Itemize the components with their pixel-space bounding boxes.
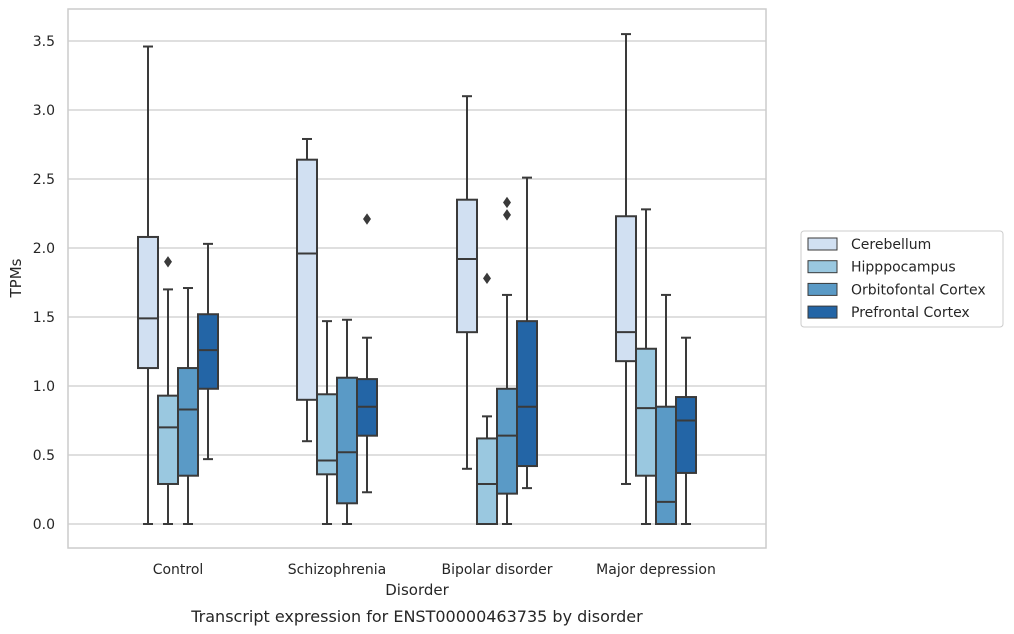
figure-caption: Transcript expression for ENST0000046373… (190, 607, 643, 626)
box-iqr (137, 235, 159, 370)
series-cerebellum (137, 33, 637, 525)
y-tick-label: 1.5 (33, 310, 55, 326)
legend-swatch (807, 305, 838, 319)
legend-swatch (807, 282, 838, 296)
box (516, 176, 538, 490)
legend-label: Prefrontal Cortex (851, 305, 970, 321)
x-tick-labels: Control Schizophrenia Bipolar disorder Majo… (153, 562, 716, 578)
legend-label: Hipppocampus (851, 260, 956, 276)
box (655, 293, 677, 526)
y-tick-label: 3.0 (33, 103, 55, 119)
box-iqr (456, 198, 478, 334)
box (177, 287, 199, 525)
legend-swatch (807, 260, 838, 274)
box (137, 45, 159, 525)
y-axis-label: TPMs (7, 258, 25, 298)
y-tick-label: 3.5 (33, 34, 55, 50)
x-tick-label: Control (153, 562, 204, 578)
box (336, 318, 358, 525)
box-iqr (476, 437, 498, 525)
y-tick-label: 2.5 (33, 172, 55, 188)
x-axis-label: Disorder (385, 581, 449, 599)
box (296, 137, 318, 443)
legend: Cerebellum Hipppocampus Orbitofontal Corte… (800, 230, 1004, 328)
outlier-point (483, 272, 491, 285)
y-tick-label: 1.0 (33, 379, 55, 395)
outlier-point (503, 209, 511, 221)
box-iqr (336, 376, 358, 505)
series-orbitofontal-cortex (177, 196, 677, 526)
box (197, 242, 219, 461)
box (615, 33, 637, 485)
box-iqr (655, 405, 677, 526)
outlier-point (363, 213, 371, 225)
series-hipppocampus (157, 208, 657, 525)
x-tick-label: Schizophrenia (288, 562, 386, 578)
box-iqr (157, 394, 179, 485)
legend-label: Cerebellum (851, 237, 931, 253)
box-iqr (635, 347, 657, 477)
outlier-point (503, 196, 511, 209)
box-iqr (496, 387, 518, 495)
y-tick-label: 0.0 (33, 517, 55, 533)
box-iqr (296, 158, 318, 401)
box (675, 336, 697, 525)
box-iqr (615, 215, 637, 363)
legend-label: Orbitofontal Cortex (851, 282, 986, 298)
legend-frame (800, 230, 1004, 328)
plot-frame (67, 8, 767, 549)
x-tick-label: Major depression (596, 562, 716, 578)
y-tick-labels: 0.0 0.5 1.0 1.5 2.0 2.5 3.0 3.5 (33, 34, 55, 533)
x-tick-label: Bipolar disorder (441, 562, 552, 578)
box (635, 208, 657, 525)
box-iqr (516, 320, 538, 468)
series-prefrontal-cortex (197, 176, 697, 525)
y-tick-label: 2.0 (33, 241, 55, 257)
box-iqr (197, 313, 219, 390)
box-series (137, 33, 697, 526)
box (356, 213, 378, 494)
box-iqr (316, 393, 338, 476)
y-tick-label: 0.5 (33, 448, 55, 464)
box-iqr (177, 367, 199, 477)
outlier-point (164, 256, 172, 268)
box-iqr (675, 396, 697, 474)
legend-swatch (807, 237, 838, 251)
box (456, 95, 478, 470)
box (157, 256, 179, 525)
